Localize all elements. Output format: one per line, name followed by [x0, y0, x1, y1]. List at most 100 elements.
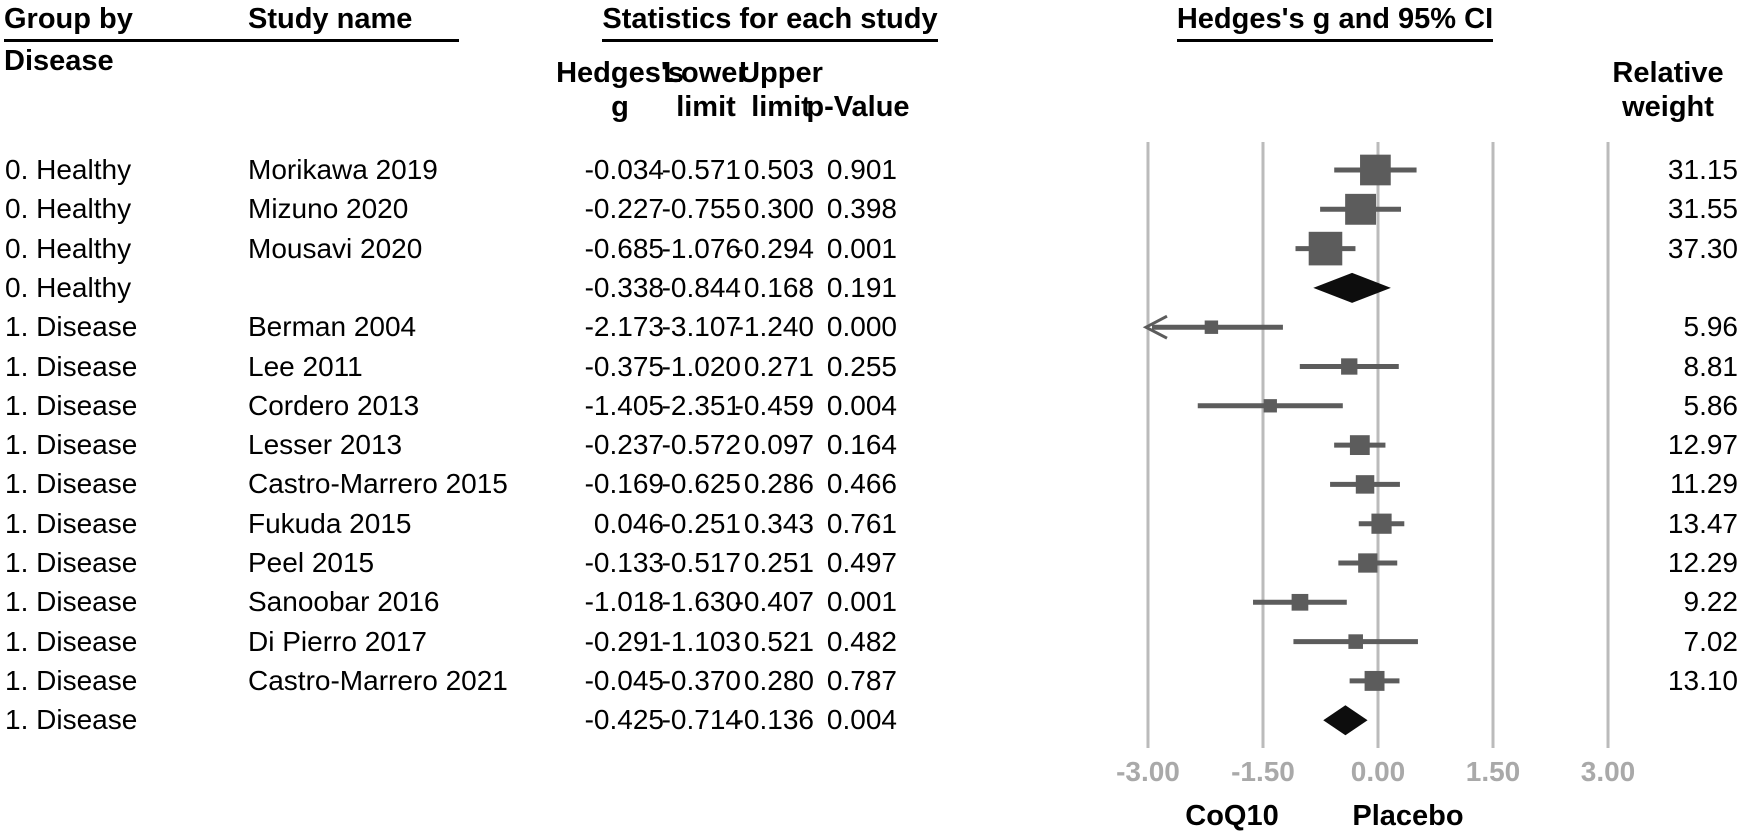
relative-weight-cell: 11.29 — [1670, 468, 1738, 500]
p-value-cell: 0.398 — [826, 193, 897, 225]
g-cell: -0.227 — [584, 193, 664, 225]
study-row: 1. Disease Berman 2004 -2.173 -3.107 -1.240 0… — [0, 307, 1747, 347]
upper-limit-cell: -1.240 — [734, 311, 814, 343]
p-value-cell: 0.004 — [826, 704, 897, 736]
p-value-cell: 0.164 — [826, 429, 897, 461]
group-cell: 0. Healthy — [5, 154, 132, 185]
col-hedges-g-line2: g — [611, 91, 629, 123]
ci-arrow-left — [1142, 314, 1168, 340]
group-column-title-line2: Disease — [4, 45, 114, 77]
col-upper-line2: limit — [751, 91, 811, 123]
lower-limit-cell: -3.107 — [661, 311, 741, 343]
stats-section-title-text: Statistics for each study — [602, 2, 938, 42]
g-cell: -0.133 — [584, 547, 664, 578]
group-cell: 1. Disease — [5, 547, 138, 578]
study-cell: Berman 2004 — [248, 311, 417, 343]
study-row: 1. Disease Castro-Marrero 2015 -0.169 -0.62… — [0, 464, 1747, 504]
upper-limit-cell: 0.280 — [743, 664, 814, 696]
study-cell: Peel 2015 — [248, 547, 375, 578]
relative-weight-cell: 7.02 — [1683, 625, 1739, 657]
group-cell: 1. Disease — [5, 586, 138, 618]
upper-limit-cell: 0.343 — [743, 507, 814, 539]
group-cell: 1. Disease — [5, 625, 138, 657]
study-cell: Castro-Marrero 2021 — [248, 664, 508, 696]
p-value-cell: 0.001 — [826, 232, 897, 264]
g-cell: -0.375 — [584, 350, 664, 382]
axis-left-direction-label: CoQ10 — [1185, 800, 1279, 832]
upper-limit-cell: 0.168 — [743, 271, 814, 303]
upper-limit-cell: 0.521 — [743, 625, 814, 657]
g-cell: -2.173 — [584, 311, 664, 343]
p-value-cell: 0.482 — [826, 625, 897, 657]
upper-limit-cell: 0.286 — [743, 468, 814, 500]
effect-square — [1371, 513, 1392, 534]
lower-limit-cell: -0.714 — [661, 704, 741, 736]
summary-diamond — [1323, 705, 1368, 736]
lower-limit-cell: -1.103 — [661, 625, 741, 657]
col-weight-line2: weight — [1622, 91, 1714, 123]
p-value-cell: 0.001 — [826, 586, 897, 618]
relative-weight-cell: 5.86 — [1683, 389, 1739, 421]
upper-limit-cell: -0.459 — [734, 389, 814, 421]
g-cell: -0.034 — [584, 154, 664, 185]
study-cell: Mizuno 2020 — [248, 193, 409, 225]
group-cell: 1. Disease — [5, 507, 138, 539]
group-cell: 1. Disease — [5, 704, 138, 736]
summary-diamond — [1313, 272, 1391, 303]
p-value-cell: 0.761 — [826, 507, 897, 539]
p-value-cell: 0.466 — [826, 468, 897, 500]
group-cell: 1. Disease — [5, 664, 138, 696]
g-cell: -0.169 — [584, 468, 664, 500]
lower-limit-cell: -1.020 — [661, 350, 741, 382]
study-row: 0. Healthy Morikawa 2019 -0.034 -0.571 0.503… — [0, 150, 1747, 190]
group-cell: 1. Disease — [5, 429, 138, 461]
study-cell: Lesser 2013 — [248, 429, 403, 461]
study-cell: Fukuda 2015 — [248, 507, 412, 539]
p-value-cell: 0.497 — [826, 547, 897, 578]
plot-section-title: Hedges's g and 95% CI — [1135, 2, 1535, 42]
x-tick-label: 1.50 — [1465, 756, 1521, 787]
relative-weight-cell: 12.97 — [1667, 429, 1738, 461]
study-cell: Lee 2011 — [248, 350, 363, 382]
upper-limit-cell: -0.294 — [734, 232, 814, 264]
study-cell: Mousavi 2020 — [248, 232, 423, 264]
effect-square — [1355, 475, 1375, 494]
axis-right-direction-label: Placebo — [1352, 800, 1464, 832]
study-cell: Sanoobar 2016 — [248, 586, 440, 618]
x-tick-label: 0.00 — [1350, 756, 1406, 787]
col-lower-line1: Lower — [663, 57, 749, 89]
group-column-underline — [4, 39, 266, 42]
p-value-cell: 0.787 — [826, 664, 897, 696]
study-row: 1. Disease Fukuda 2015 0.046 -0.251 0.343 0.7… — [0, 504, 1747, 544]
upper-limit-cell: 0.097 — [743, 429, 814, 461]
p-value-cell: 0.255 — [826, 350, 897, 382]
g-cell: -0.045 — [584, 664, 664, 696]
upper-limit-cell: 0.300 — [743, 193, 814, 225]
effect-square — [1291, 593, 1309, 611]
effect-square — [1364, 670, 1385, 691]
study-row: 0. Healthy Mousavi 2020 -0.685 -1.076 -0.294… — [0, 229, 1747, 269]
lower-limit-cell: -0.755 — [661, 193, 741, 225]
study-row: 1. Disease Lesser 2013 -0.237 -0.572 0.097 0.… — [0, 425, 1747, 465]
lower-limit-cell: -0.571 — [661, 154, 741, 185]
g-cell: 0.046 — [593, 507, 664, 539]
g-cell: -1.405 — [584, 389, 664, 421]
effect-square — [1349, 435, 1370, 456]
relative-weight-cell: 12.29 — [1667, 547, 1738, 578]
upper-limit-cell: 0.251 — [743, 547, 814, 578]
relative-weight-cell: 31.15 — [1667, 154, 1738, 185]
lower-limit-cell: -1.076 — [661, 232, 741, 264]
effect-square — [1341, 358, 1358, 375]
group-cell: 1. Disease — [5, 350, 138, 382]
study-row: 1. Disease Castro-Marrero 2021 -0.045 -0.37… — [0, 661, 1747, 701]
relative-weight-cell: 13.47 — [1667, 507, 1738, 539]
summary-row: 0. Healthy -0.338 -0.844 0.168 0.191 — [0, 268, 1747, 308]
group-cell: 1. Disease — [5, 389, 138, 421]
x-tick-label: -1.50 — [1231, 756, 1295, 787]
study-row: 1. Disease Peel 2015 -0.133 -0.517 0.251 0.49… — [0, 543, 1747, 583]
g-cell: -0.685 — [584, 232, 664, 264]
g-cell: -0.425 — [584, 704, 664, 736]
lower-limit-cell: -1.630 — [661, 586, 741, 618]
lower-limit-cell: -0.625 — [661, 468, 741, 500]
